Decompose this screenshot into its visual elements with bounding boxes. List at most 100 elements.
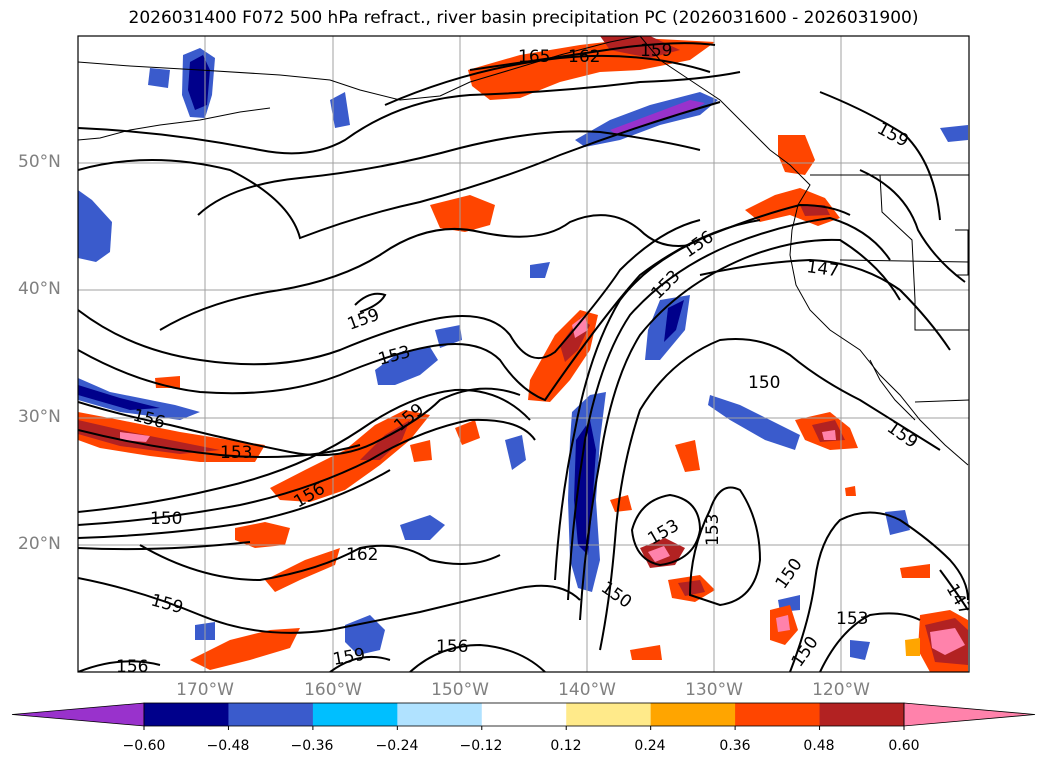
coastlines — [78, 36, 969, 466]
contour-150-w — [78, 541, 251, 551]
colorbar-segment — [397, 703, 483, 726]
contour-north-1 — [78, 71, 741, 155]
shade-pos-s1-pink — [648, 546, 670, 562]
colorbar-segment — [735, 703, 821, 726]
colorbar-segment — [228, 703, 314, 726]
colorbar-tick: 0.36 — [719, 738, 751, 754]
lat-label-40n: 40°N — [18, 279, 61, 299]
map-background — [78, 36, 969, 672]
contour-north-3 — [197, 130, 701, 216]
shade-pos-m8 — [845, 486, 856, 496]
coast-panhandle — [639, 36, 801, 176]
shade-pos-pac — [430, 195, 495, 232]
contour-159-bot — [329, 655, 391, 672]
colorbar-tick: −0.36 — [290, 738, 334, 754]
contour-159-s — [78, 577, 581, 634]
contour-156-mid — [78, 219, 761, 402]
contour-north-2 — [78, 101, 721, 240]
lon-label-150w: 150°W — [431, 680, 489, 700]
contour-162-s — [139, 544, 501, 582]
contour-147-se — [939, 569, 969, 611]
border-state-2 — [879, 174, 969, 331]
shade-pos-north-edge — [600, 36, 680, 58]
contour-label: 147 — [805, 257, 840, 281]
shade-neg-c3 — [400, 515, 445, 540]
coast-bc-wa — [789, 174, 969, 466]
shade-pos-s2-core — [678, 580, 705, 596]
coast-aleutians — [78, 107, 271, 141]
contour-156-sw — [78, 660, 161, 672]
contour-156-w — [78, 387, 521, 457]
border-state-3 — [955, 229, 969, 276]
colorbar-tick: −0.60 — [122, 738, 166, 754]
shade-pos-w30 — [78, 412, 265, 462]
contour-label: 150 — [150, 509, 182, 529]
colorbar-tick: 0.48 — [803, 738, 835, 754]
contour-label: 156 — [116, 657, 148, 677]
contour-150-se — [789, 511, 969, 672]
colorbar-tick: 0.12 — [550, 738, 582, 754]
contour-label: 156 — [436, 637, 468, 657]
shade-pos-bc — [778, 135, 815, 175]
shade-neg-west — [78, 190, 112, 262]
map-title: 2026031400 F072 500 hPa refract., river … — [128, 8, 919, 28]
contour-159-mid — [159, 214, 691, 331]
contour-156-s — [409, 643, 546, 672]
colorbar-segment — [819, 703, 905, 726]
shade-neg-c9 — [330, 92, 350, 128]
contour-label: 153 — [836, 609, 868, 629]
colorbar-segment — [650, 703, 736, 726]
contour-ne-2 — [859, 169, 966, 283]
shade-pos-m4 — [410, 440, 432, 462]
shade-pos-m5 — [900, 564, 930, 578]
shade-pos-wa-core — [800, 205, 830, 216]
contour-153-ring — [630, 493, 702, 567]
colorbar-tick: −0.24 — [375, 738, 419, 754]
shade-neg-ene — [708, 395, 800, 450]
map-plot: 165 162 159 159 156 147 159 153 153 150 … — [77, 35, 970, 677]
contour-150-e — [599, 338, 941, 651]
lat-label-30n: 30°N — [18, 407, 61, 427]
contour-diag-1 — [78, 388, 531, 513]
contour-153-se — [819, 612, 921, 672]
colorbar-segment — [566, 703, 652, 726]
contour-147 — [699, 258, 951, 351]
contour-165 — [469, 42, 716, 71]
colorbar-segment — [312, 703, 398, 726]
graticule — [78, 36, 969, 672]
lon-label-140w: 140°W — [558, 680, 616, 700]
shade-pos-m7 — [630, 645, 662, 660]
shade-neg-c7 — [940, 125, 968, 142]
contour-label: 165 — [518, 47, 550, 67]
contour-jet-1 — [554, 203, 851, 581]
contour-label: 162 — [346, 545, 378, 565]
refractivity-contours — [78, 42, 969, 672]
shade-neg-c5 — [505, 435, 526, 470]
contour-label: 153 — [220, 443, 252, 463]
shade-neg-c10 — [530, 262, 550, 278]
shade-pos-m9 — [905, 638, 920, 656]
contour-diag-2 — [78, 418, 536, 526]
shade-pos-s3-pink — [776, 615, 790, 632]
shade-pos-m2 — [610, 495, 632, 512]
shade-neg-c2 — [435, 325, 462, 348]
shade-neg-c13 — [850, 640, 870, 660]
shade-pos-m3 — [675, 440, 700, 472]
contour-label: 159 — [640, 41, 672, 61]
contour-label: 150 — [748, 373, 780, 393]
colorbar-tick: 0.60 — [888, 738, 920, 754]
contour-153-mid — [78, 219, 701, 366]
contour-loop-w — [354, 292, 387, 313]
coast-gulf-ca — [869, 359, 916, 421]
contour-label: 162 — [568, 47, 600, 67]
colorbar-tick: 0.24 — [634, 738, 666, 754]
colorbar-extend-low — [11, 702, 145, 727]
colorbar-tick: −0.48 — [206, 738, 250, 754]
shade-neg-alaska-core — [610, 100, 705, 134]
colorbar-tick: −0.12 — [459, 738, 503, 754]
shade-pos-28n-pink — [822, 430, 836, 440]
shade-neg-c8 — [148, 68, 170, 88]
contour-jet-2 — [567, 216, 891, 601]
shade-pos-sw3 — [190, 628, 300, 670]
shade-pos-w30-pink — [120, 432, 150, 442]
